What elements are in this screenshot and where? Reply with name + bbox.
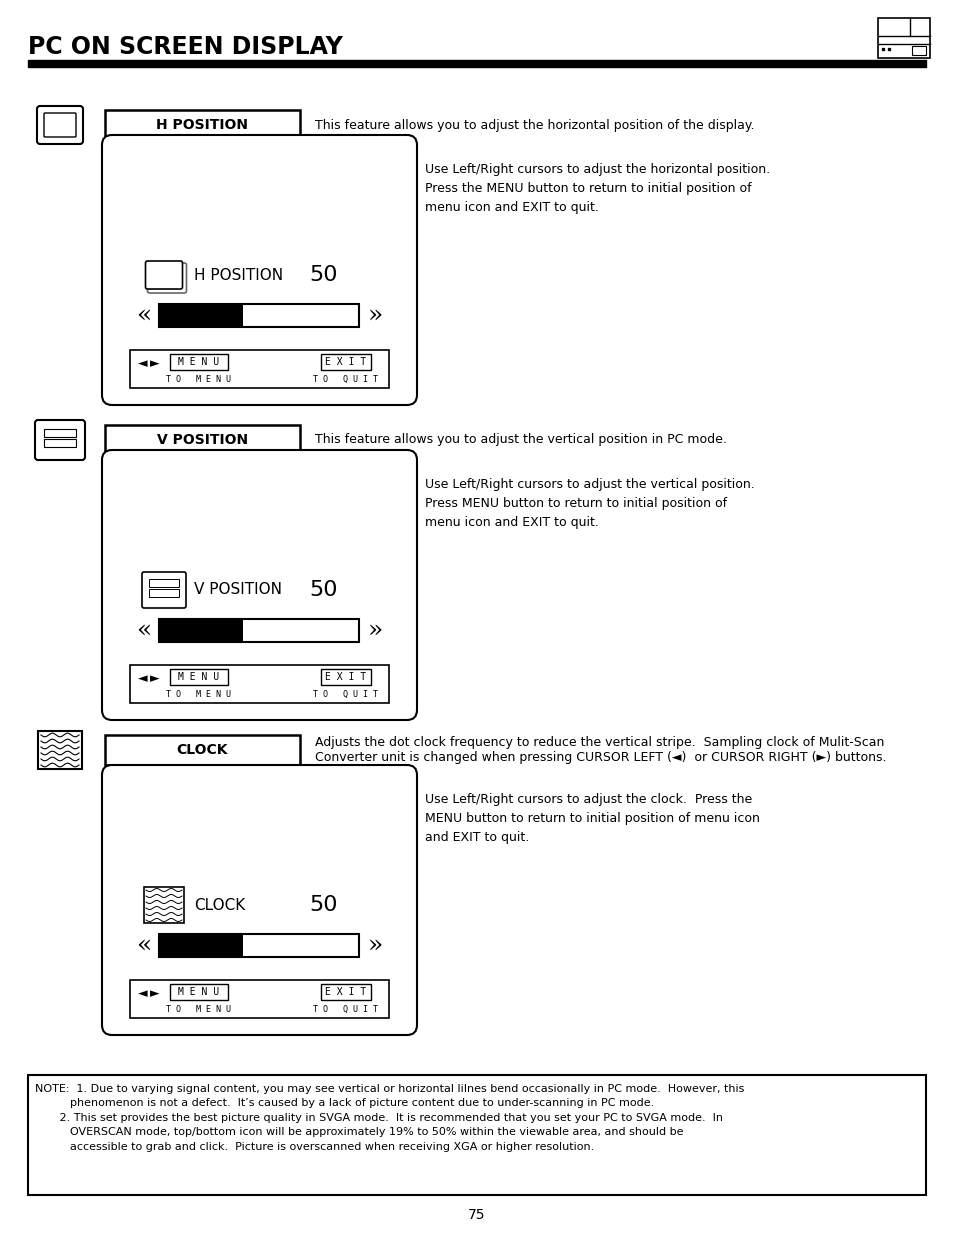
Bar [877, 19, 929, 58]
Text: ◄: ◄ [138, 987, 148, 1000]
Text: Adjusts the dot clock frequency to reduce the vertical stripe.  Sampling clock o: Adjusts the dot clock frequency to reduc… [314, 736, 885, 764]
Text: 50: 50 [309, 266, 337, 285]
Bar [911, 46, 925, 54]
Bar [170, 669, 228, 685]
Bar [159, 934, 359, 956]
Text: T O   Q U I T: T O Q U I T [314, 1005, 378, 1014]
Text: M E N U: M E N U [178, 672, 219, 682]
Bar [130, 981, 389, 1018]
FancyBboxPatch shape [44, 112, 76, 137]
Bar [170, 354, 228, 370]
FancyBboxPatch shape [148, 263, 186, 293]
Bar [320, 984, 371, 1000]
Text: M E N U: M E N U [178, 987, 219, 997]
Bar [320, 669, 371, 685]
Bar [159, 304, 359, 326]
Bar [159, 304, 243, 326]
FancyBboxPatch shape [102, 135, 416, 405]
Text: »: » [368, 619, 383, 641]
Text: «: « [135, 619, 151, 641]
Text: ►: ► [150, 357, 160, 369]
FancyBboxPatch shape [146, 261, 182, 289]
Text: 50: 50 [309, 580, 337, 600]
Text: Use Left/Right cursors to adjust the horizontal position.
Press the MENU button : Use Left/Right cursors to adjust the hor… [424, 163, 769, 214]
Text: 50: 50 [309, 895, 337, 915]
Text: »: » [368, 304, 383, 326]
Bar [159, 619, 243, 641]
Text: M E N U: M E N U [178, 357, 219, 367]
FancyBboxPatch shape [102, 764, 416, 1035]
Text: CLOCK: CLOCK [176, 743, 228, 757]
Bar [44, 429, 76, 437]
Text: »: » [368, 934, 383, 956]
Text: H POSITION: H POSITION [156, 119, 248, 132]
Text: T O   M E N U: T O M E N U [167, 690, 232, 699]
Bar [149, 589, 179, 597]
Bar [320, 354, 371, 370]
Text: V POSITION: V POSITION [193, 583, 282, 598]
Bar [159, 619, 359, 641]
Bar [149, 579, 179, 587]
Bar [144, 887, 184, 923]
Text: CLOCK: CLOCK [193, 898, 245, 913]
Text: Use Left/Right cursors to adjust the vertical position.
Press MENU button to ret: Use Left/Right cursors to adjust the ver… [424, 478, 754, 529]
Text: This feature allows you to adjust the vertical position in PC mode.: This feature allows you to adjust the ve… [314, 433, 726, 447]
Bar [38, 731, 82, 769]
Text: 75: 75 [468, 1208, 485, 1221]
Text: This feature allows you to adjust the horizontal position of the display.: This feature allows you to adjust the ho… [314, 119, 754, 131]
Text: NOTE:  1. Due to varying signal content, you may see vertical or horizontal liIn: NOTE: 1. Due to varying signal content, … [35, 1084, 743, 1151]
FancyBboxPatch shape [102, 450, 416, 720]
FancyBboxPatch shape [142, 572, 186, 608]
Bar [105, 735, 299, 764]
Text: H POSITION: H POSITION [193, 268, 283, 283]
Bar [130, 664, 389, 703]
Text: ◄: ◄ [138, 357, 148, 369]
Text: T O   Q U I T: T O Q U I T [314, 690, 378, 699]
Bar [105, 110, 299, 140]
Text: Use Left/Right cursors to adjust the clock.  Press the
MENU button to return to : Use Left/Right cursors to adjust the clo… [424, 793, 760, 844]
Text: ►: ► [150, 672, 160, 684]
Text: T O   M E N U: T O M E N U [167, 1005, 232, 1014]
Text: E X I T: E X I T [325, 987, 366, 997]
Text: PC ON SCREEN DISPLAY: PC ON SCREEN DISPLAY [28, 35, 342, 59]
Text: V POSITION: V POSITION [157, 433, 248, 447]
Bar [44, 438, 76, 447]
Text: «: « [135, 304, 151, 326]
FancyBboxPatch shape [35, 420, 85, 459]
Bar [105, 425, 299, 454]
Bar [130, 350, 389, 388]
Bar [28, 1074, 925, 1195]
Text: «: « [135, 934, 151, 956]
Text: ◄: ◄ [138, 672, 148, 684]
Text: E X I T: E X I T [325, 672, 366, 682]
Bar [170, 984, 228, 1000]
Text: T O   Q U I T: T O Q U I T [314, 375, 378, 384]
Bar [159, 934, 243, 956]
Text: T O   M E N U: T O M E N U [167, 375, 232, 384]
Text: E X I T: E X I T [325, 357, 366, 367]
FancyBboxPatch shape [37, 106, 83, 144]
Text: ►: ► [150, 987, 160, 1000]
